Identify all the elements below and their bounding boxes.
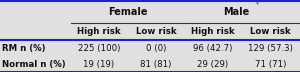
Text: 96 (42.7): 96 (42.7)	[193, 44, 233, 53]
Text: Male: Male	[223, 7, 249, 16]
Text: Female: Female	[108, 7, 147, 16]
Text: 19 (19): 19 (19)	[83, 60, 115, 69]
Text: High risk: High risk	[77, 27, 121, 36]
Text: *: *	[256, 2, 259, 7]
Text: RM n (%): RM n (%)	[2, 44, 46, 53]
Text: Low risk: Low risk	[250, 27, 291, 36]
Text: 71 (71): 71 (71)	[255, 60, 286, 69]
Text: 225 (100): 225 (100)	[78, 44, 120, 53]
Text: Normal n (%): Normal n (%)	[2, 60, 66, 69]
Text: Low risk: Low risk	[136, 27, 176, 36]
Text: 129 (57.3): 129 (57.3)	[248, 44, 293, 53]
Text: 29 (29): 29 (29)	[197, 60, 229, 69]
Text: 81 (81): 81 (81)	[140, 60, 172, 69]
Text: 0 (0): 0 (0)	[146, 44, 166, 53]
Text: High risk: High risk	[191, 27, 235, 36]
